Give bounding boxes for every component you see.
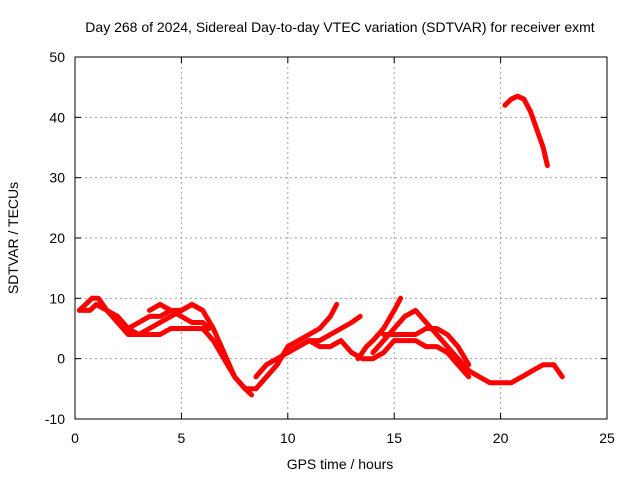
series-line-track-7 <box>355 295 404 362</box>
series-layer <box>76 93 565 398</box>
y-tick-label: 50 <box>49 49 65 65</box>
x-tick-label: 10 <box>280 430 296 446</box>
tick-layer: 0 5 10 15 20 25 -10 0 10 20 30 40 50 <box>45 49 615 446</box>
y-tick-label: 30 <box>49 170 65 186</box>
y-tick-label: 40 <box>49 109 65 125</box>
x-axis-label: GPS time / hours <box>287 456 394 472</box>
series-line-track-4 <box>147 301 206 313</box>
chart-title: Day 268 of 2024, Sidereal Day-to-day VTE… <box>85 19 594 35</box>
x-tick-label: 0 <box>71 430 79 446</box>
x-tick-label: 15 <box>386 430 402 446</box>
y-tick-label: -10 <box>45 411 65 427</box>
y-tick-label: 0 <box>57 351 65 367</box>
y-tick-label: 10 <box>49 290 65 306</box>
y-tick-label: 20 <box>49 230 65 246</box>
series-line-track-1 <box>76 295 340 392</box>
series-line-track-10 <box>466 362 565 386</box>
series-line-track-2 <box>78 301 255 398</box>
grid-layer <box>75 57 607 419</box>
x-tick-label: 25 <box>599 430 615 446</box>
x-tick-label: 20 <box>493 430 509 446</box>
series-line-track-11 <box>502 93 550 169</box>
y-axis-label: SDTVAR / TECUs <box>5 182 21 294</box>
series-line-track-9 <box>381 326 472 368</box>
x-tick-label: 5 <box>178 430 186 446</box>
series-line-track-6 <box>285 338 472 380</box>
